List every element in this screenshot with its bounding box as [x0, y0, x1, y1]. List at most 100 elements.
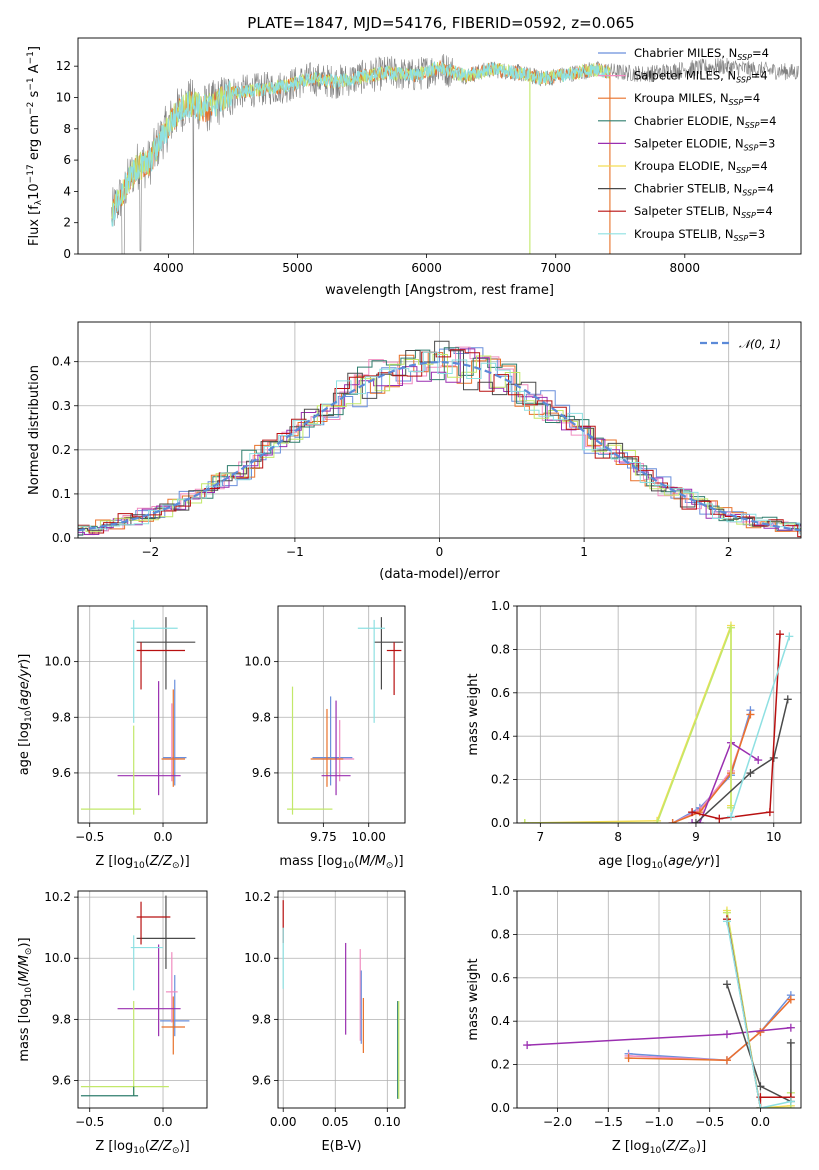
- y-tick-label: 8: [63, 122, 71, 136]
- x-tick-label: −1.0: [644, 1115, 673, 1129]
- weight-line: [695, 699, 789, 823]
- weight-vs-Z-axes: −2.0 −1.5 −1.0 −0.5 0.0 0.0 0.2 0.4 0.6 0.8 1.0: [491, 884, 801, 1129]
- y-tick-label: 9.6: [52, 1073, 71, 1087]
- x-tick-label: 0.10: [374, 1115, 401, 1129]
- spectrum-frame: [77, 37, 802, 255]
- x-tick-label: 5000: [282, 261, 313, 275]
- x-tick-label: 2: [725, 545, 733, 559]
- histogram-steps: [78, 352, 801, 532]
- x-tick-label: 4000: [153, 261, 184, 275]
- y-tick-label: 0.4: [491, 1014, 510, 1028]
- x-tick-label: −0.5: [75, 830, 104, 844]
- y-tick-label: 10.0: [44, 655, 71, 669]
- age-vs-Z-ylabel: age [log10(age/yr)]: [17, 654, 34, 776]
- legend-entry: Kroupa ELODIE, NSSP=4: [634, 159, 768, 175]
- y-tick-label: 0.6: [491, 971, 510, 985]
- weight-line: [692, 741, 759, 823]
- weight-line: [524, 625, 732, 823]
- age-vs-mass-xlabel: mass [log10(M/M⊙)]: [279, 854, 403, 871]
- mass-vs-Z-xlabel: Z [log10(Z/Z⊙)]: [95, 1139, 189, 1156]
- normal-curve: [78, 360, 801, 532]
- weight-line: [726, 984, 792, 1103]
- x-tick-label: 0: [436, 545, 444, 559]
- legend-entry: Chabrier STELIB, NSSP=4: [634, 182, 774, 198]
- model-spectrum: [111, 60, 611, 227]
- y-tick-label: 0: [63, 247, 71, 261]
- age-vs-Z-axes: −0.5 0.0 9.6 9.8 10.0: [44, 606, 207, 844]
- y-tick-label: 0.6: [491, 686, 510, 700]
- residual-histogram-axes: −2 −1 0 1 2 0.0 0.1 0.2 0.3 0.4: [52, 322, 801, 559]
- histogram-steps: [78, 346, 801, 536]
- weight-vs-age-frame: [516, 605, 802, 824]
- spectrum-axes: 4000 5000 6000 7000 8000 0 2 4 6 8 10 12: [56, 59, 700, 275]
- histogram-ylabel: Normed distribution: [27, 365, 42, 495]
- weight-line: [628, 998, 792, 1062]
- y-tick-label: 4: [63, 184, 71, 198]
- y-tick-label: 9.8: [252, 1012, 271, 1026]
- y-tick-label: 10.0: [244, 655, 271, 669]
- mass-vs-Z-axes: −0.5 0.0 9.6 9.8 10.0 10.2: [44, 890, 207, 1129]
- y-tick-label: 6: [63, 153, 71, 167]
- x-tick-label: 6000: [411, 261, 442, 275]
- y-tick-label: 10.0: [244, 951, 271, 965]
- model-spectrum: [111, 62, 611, 220]
- observed-spectrum: [111, 53, 799, 254]
- age-vs-Z-frame: [77, 605, 208, 824]
- y-tick-label: 9.6: [252, 1073, 271, 1087]
- figure-title: PLATE=1847, MJD=54176, FIBERID=0592, z=0…: [247, 14, 634, 32]
- legend-entry: 𝒩(0, 1): [739, 337, 781, 351]
- histogram-steps: [78, 351, 801, 534]
- weight-vs-age-plot: [520, 621, 794, 823]
- x-tick-label: −1: [286, 545, 304, 559]
- y-tick-label: 0.4: [52, 355, 71, 369]
- weight-vs-age-axes: 7 8 9 10 0.0 0.2 0.4 0.6 0.8 1.0: [491, 599, 801, 844]
- mass-vs-Z-frame: [77, 890, 208, 1109]
- x-tick-label: 10: [766, 830, 781, 844]
- x-tick-label: 9: [692, 830, 700, 844]
- y-tick-label: 10: [56, 90, 71, 104]
- weight-vs-Z-ylabel: mass weight: [466, 958, 481, 1040]
- age-vs-Z-plot: [80, 617, 196, 815]
- x-tick-label: 0.0: [153, 1115, 172, 1129]
- y-tick-label: 1.0: [491, 599, 510, 613]
- legend-entry: Salpeter ELODIE, NSSP=3: [634, 136, 775, 152]
- x-tick-label: −2.0: [543, 1115, 572, 1129]
- y-tick-label: 0.0: [52, 531, 71, 545]
- y-tick-label: 0.2: [491, 1058, 510, 1072]
- x-tick-label: −0.5: [695, 1115, 724, 1129]
- weight-vs-Z-frame: [516, 890, 802, 1109]
- y-tick-label: 0.0: [491, 816, 510, 830]
- y-tick-label: 2: [63, 216, 71, 230]
- model-spectrum: [111, 59, 611, 227]
- y-tick-label: 9.6: [52, 766, 71, 780]
- histogram-steps: [78, 347, 801, 537]
- y-tick-label: 0.0: [491, 1101, 510, 1115]
- x-tick-label: 0.0: [751, 1115, 770, 1129]
- histogram-plot: [78, 340, 801, 538]
- y-tick-label: 0.1: [52, 487, 71, 501]
- spectrum-xlabel: wavelength [Angstrom, rest frame]: [325, 283, 554, 298]
- y-tick-label: 0.2: [52, 443, 71, 457]
- age-vs-mass-axes: 9.75 10.00 9.6 9.8 10.0: [244, 606, 405, 844]
- y-tick-label: 0.4: [491, 729, 510, 743]
- y-tick-label: 9.8: [52, 1012, 71, 1026]
- age-vs-mass-frame: [277, 605, 406, 824]
- y-tick-label: 0.8: [491, 642, 510, 656]
- weight-vs-Z-plot: [523, 906, 795, 1108]
- legend-entry: Salpeter STELIB, NSSP=4: [634, 204, 773, 220]
- weight-line: [726, 921, 792, 1108]
- y-tick-label: 0.3: [52, 399, 71, 413]
- x-tick-label: −1.5: [594, 1115, 623, 1129]
- weight-vs-Z-xlabel: Z [log10(Z/Z⊙)]: [612, 1139, 706, 1156]
- legend-entry: Kroupa MILES, NSSP=4: [634, 91, 760, 107]
- legend-entry: Kroupa STELIB, NSSP=3: [634, 227, 765, 243]
- x-tick-label: 0.05: [322, 1115, 349, 1129]
- y-tick-label: 9.8: [52, 710, 71, 724]
- mass-vs-EBV-frame: [277, 890, 406, 1109]
- mass-vs-EBV-xlabel: E(B-V): [321, 1139, 361, 1154]
- y-tick-label: 0.2: [491, 773, 510, 787]
- x-tick-label: −0.5: [75, 1115, 104, 1129]
- panels: 4000 5000 6000 7000 8000024681012wavelength …: [17, 37, 802, 1156]
- x-tick-label: 7000: [540, 261, 571, 275]
- x-tick-label: 8000: [670, 261, 701, 275]
